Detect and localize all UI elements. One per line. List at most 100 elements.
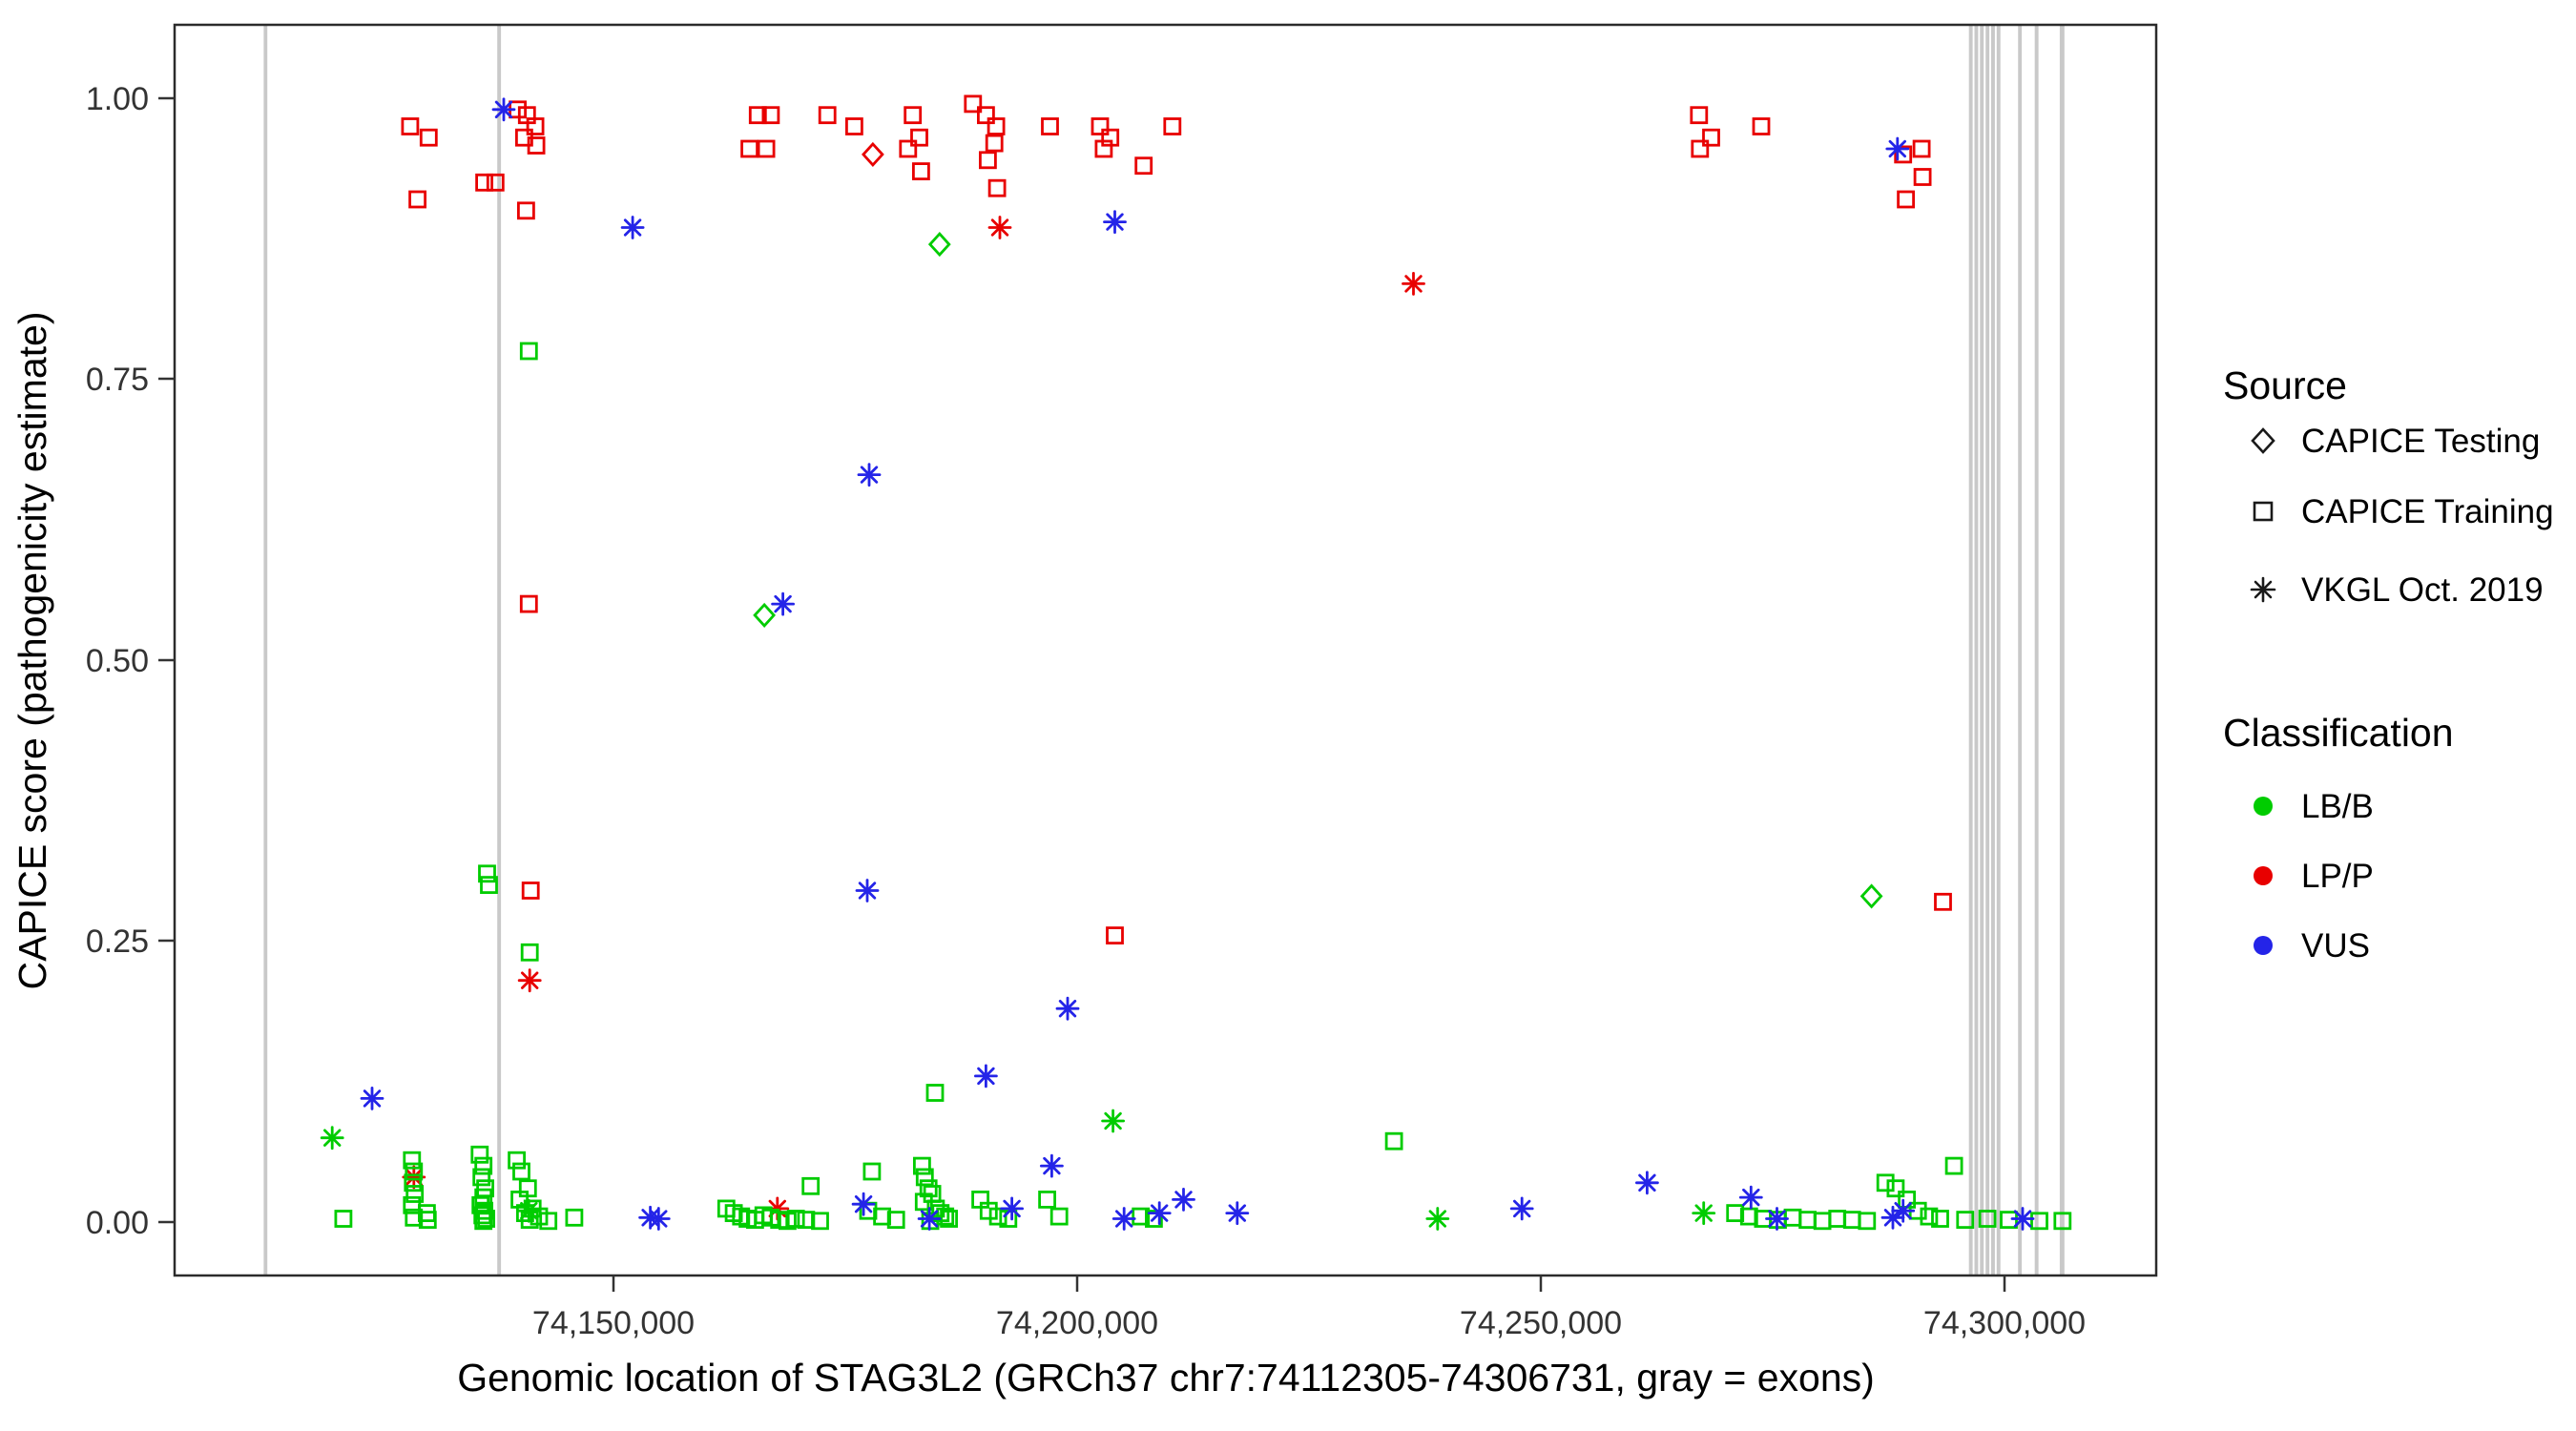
- data-point-square: [940, 1210, 958, 1228]
- data-point-asterisk: [851, 1192, 876, 1216]
- x-axis-title: Genomic location of STAG3L2 (GRCh37 chr7…: [457, 1356, 1875, 1400]
- data-point-square: [1094, 139, 1113, 158]
- data-point-square: [740, 139, 758, 158]
- data-point-asterisk: [1425, 1207, 1450, 1231]
- x-tick-label: 74,300,000: [1923, 1305, 2086, 1341]
- data-point-asterisk: [2010, 1207, 2035, 1231]
- data-point-square: [2053, 1212, 2072, 1231]
- legend-item-vkgl: VKGL Oct. 2019: [2301, 571, 2544, 609]
- data-point-square: [1894, 145, 1913, 164]
- data-point-square: [1828, 1210, 1847, 1228]
- data-point-square: [519, 342, 538, 361]
- x-tick-label: 74,150,000: [532, 1305, 695, 1341]
- data-point-square: [1898, 1191, 1916, 1209]
- data-point-asterisk: [974, 1064, 998, 1089]
- data-point-asterisk: [320, 1126, 344, 1151]
- data-point-square: [1876, 1173, 1895, 1192]
- data-point-square: [1038, 1191, 1056, 1209]
- data-point-square: [401, 117, 420, 135]
- data-point-square: [508, 1151, 526, 1170]
- data-point-diamond: [753, 602, 776, 628]
- data-point-diamond: [1859, 883, 1883, 909]
- data-point-square: [748, 106, 767, 125]
- data-point-square: [1978, 1210, 1997, 1228]
- x-tick-label: 74,250,000: [1460, 1305, 1622, 1341]
- data-point-square: [418, 1211, 437, 1229]
- data-points-layer: [320, 94, 2072, 1231]
- data-point-square: [519, 594, 538, 613]
- data-point-square: [1091, 117, 1110, 135]
- data-point-square: [403, 1151, 422, 1170]
- exon-region: [1996, 26, 2001, 1275]
- y-tick-label: 0.00: [86, 1205, 149, 1241]
- data-point-square: [925, 1084, 945, 1102]
- data-point-square: [757, 139, 776, 158]
- data-point-square: [512, 1162, 530, 1181]
- data-point-square: [1813, 1212, 1832, 1231]
- data-point-square: [530, 1207, 549, 1226]
- data-point-asterisk: [1147, 1201, 1172, 1225]
- legend-source-title: Source: [2223, 363, 2347, 407]
- legend-source: Source CAPICE Testing CAPICE Training VK…: [2223, 363, 2554, 609]
- data-point-square: [797, 1211, 816, 1229]
- data-point-square: [470, 1145, 489, 1164]
- data-point-square: [987, 178, 1007, 197]
- data-point-asterisk: [917, 1207, 942, 1231]
- data-point-asterisk: [360, 1087, 384, 1110]
- data-point-square: [480, 876, 498, 894]
- data-point-square: [517, 201, 535, 220]
- data-point-square: [334, 1210, 353, 1228]
- data-point-asterisk: [987, 216, 1012, 239]
- data-point-square: [1691, 139, 1710, 158]
- data-point-square: [1690, 106, 1709, 125]
- data-point-square: [476, 1179, 495, 1198]
- data-point-asterisk: [1000, 1196, 1024, 1221]
- data-point-asterisk: [1225, 1201, 1250, 1225]
- lbb-color-dot: [2254, 797, 2273, 816]
- data-point-square: [786, 1210, 805, 1228]
- data-point-asterisk: [855, 879, 880, 902]
- lpp-color-dot: [2254, 866, 2273, 885]
- data-point-square: [2030, 1212, 2048, 1231]
- data-point-square: [520, 943, 539, 962]
- data-point-square: [486, 173, 505, 192]
- data-point-asterisk: [1738, 1185, 1763, 1210]
- data-point-square: [1798, 1211, 1817, 1229]
- data-point-square: [977, 106, 995, 125]
- data-point-square: [862, 1162, 882, 1181]
- data-point-square: [477, 1210, 496, 1228]
- data-point-square: [472, 1168, 491, 1187]
- data-point-square: [1934, 892, 1952, 911]
- exon-region: [2034, 26, 2039, 1275]
- data-point-asterisk: [1635, 1171, 1659, 1195]
- data-point-square: [1886, 1179, 1905, 1198]
- data-point-asterisk: [516, 1198, 541, 1223]
- data-point-square: [405, 1208, 424, 1227]
- data-point-asterisk: [1509, 1196, 1534, 1221]
- data-point-square: [1049, 1207, 1069, 1226]
- data-point-square: [1912, 139, 1931, 158]
- y-axis: 0.00 0.25 0.50 0.75 1.00: [86, 81, 175, 1241]
- data-point-asterisk: [1692, 1201, 1716, 1225]
- data-point-asterisk: [517, 968, 542, 993]
- data-point-asterisk: [1103, 210, 1127, 235]
- data-point-asterisk: [771, 591, 795, 616]
- data-point-square: [526, 117, 545, 135]
- data-point-square: [1739, 1207, 1758, 1226]
- vus-color-dot: [2254, 936, 2273, 955]
- data-point-square: [1132, 1207, 1151, 1226]
- exon-region: [2059, 26, 2065, 1275]
- data-point-square: [845, 117, 863, 135]
- exon-region: [497, 26, 502, 1275]
- exon-region: [1991, 26, 1995, 1275]
- data-point-square: [987, 117, 1006, 135]
- data-point-square: [1384, 1131, 1403, 1151]
- exon-region: [1974, 26, 1979, 1275]
- data-point-asterisk: [1055, 996, 1080, 1021]
- y-tick-label: 0.25: [86, 923, 149, 960]
- data-point-asterisk: [857, 463, 882, 487]
- data-point-square: [985, 134, 1004, 153]
- data-point-square: [1944, 1156, 1963, 1175]
- x-tick-label: 74,200,000: [996, 1305, 1158, 1341]
